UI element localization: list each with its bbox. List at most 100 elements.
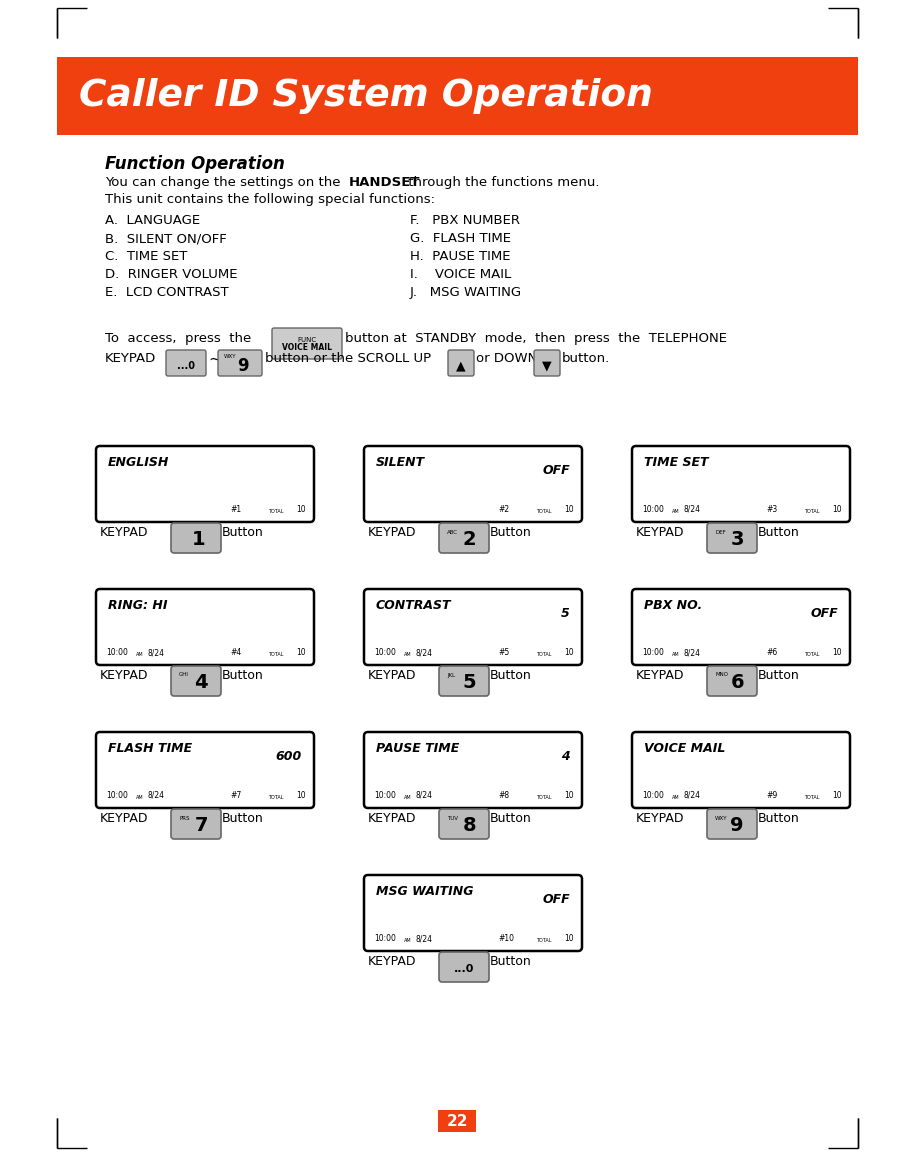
Text: FUNC: FUNC (297, 338, 317, 343)
Text: #4: #4 (231, 649, 242, 657)
Text: Button: Button (490, 955, 532, 968)
Text: 6: 6 (730, 674, 744, 692)
Text: AM: AM (404, 652, 412, 657)
Text: 22: 22 (447, 1113, 468, 1128)
Text: Button: Button (758, 526, 800, 539)
Text: 10: 10 (296, 791, 306, 800)
Text: 8/24: 8/24 (148, 791, 165, 800)
Text: GHI: GHI (179, 673, 189, 677)
Text: 5: 5 (561, 607, 570, 620)
Text: #6: #6 (766, 649, 778, 657)
FancyBboxPatch shape (272, 328, 342, 360)
Text: You can change the settings on the: You can change the settings on the (105, 176, 345, 188)
Text: ...0: ...0 (454, 964, 474, 973)
Text: 10: 10 (296, 649, 306, 657)
Text: HANDSET: HANDSET (349, 176, 421, 188)
Text: AM: AM (404, 795, 412, 800)
Text: #5: #5 (498, 649, 510, 657)
Text: TOTAL: TOTAL (536, 938, 552, 943)
Text: TOTAL: TOTAL (268, 795, 284, 800)
Text: Button: Button (222, 526, 264, 539)
Text: 8/24: 8/24 (684, 649, 701, 657)
Text: 10:00: 10:00 (374, 649, 396, 657)
FancyBboxPatch shape (364, 590, 582, 665)
Text: MSG WAITING: MSG WAITING (376, 885, 473, 898)
Text: PAUSE TIME: PAUSE TIME (376, 742, 459, 755)
Text: #7: #7 (231, 791, 242, 800)
Text: AM: AM (672, 652, 680, 657)
FancyBboxPatch shape (439, 523, 489, 553)
FancyBboxPatch shape (364, 446, 582, 523)
FancyBboxPatch shape (632, 446, 850, 523)
Text: 10:00: 10:00 (642, 649, 664, 657)
FancyBboxPatch shape (707, 809, 757, 839)
Text: Button: Button (490, 812, 532, 825)
Text: 10: 10 (565, 505, 574, 514)
FancyBboxPatch shape (707, 666, 757, 696)
Text: 10:00: 10:00 (642, 505, 664, 514)
Text: 10:00: 10:00 (106, 649, 128, 657)
Text: Function Operation: Function Operation (105, 155, 285, 173)
Text: or DOWN: or DOWN (476, 351, 537, 365)
Text: PBX NO.: PBX NO. (644, 599, 702, 612)
Text: 10: 10 (833, 649, 842, 657)
Text: KEYPAD: KEYPAD (100, 669, 148, 682)
Text: 10: 10 (833, 791, 842, 800)
Text: This unit contains the following special functions:: This unit contains the following special… (105, 193, 435, 206)
FancyBboxPatch shape (364, 732, 582, 808)
FancyBboxPatch shape (439, 809, 489, 839)
Text: ENGLISH: ENGLISH (108, 455, 169, 469)
Text: Button: Button (490, 669, 532, 682)
Text: #1: #1 (231, 505, 242, 514)
Text: KEYPAD: KEYPAD (636, 812, 684, 825)
Text: MNO: MNO (715, 673, 728, 677)
Text: #8: #8 (498, 791, 510, 800)
Text: TOTAL: TOTAL (804, 795, 820, 800)
Text: 10: 10 (296, 505, 306, 514)
Text: D.  RINGER VOLUME: D. RINGER VOLUME (105, 268, 238, 281)
Text: F.   PBX NUMBER: F. PBX NUMBER (410, 214, 520, 227)
Text: 600: 600 (275, 750, 302, 763)
Text: SILENT: SILENT (376, 455, 425, 469)
Text: TIME SET: TIME SET (644, 455, 708, 469)
Text: #10: #10 (498, 934, 514, 943)
Text: VOICE MAIL: VOICE MAIL (282, 343, 332, 353)
Text: AM: AM (404, 938, 412, 943)
Text: J.   MSG WAITING: J. MSG WAITING (410, 286, 522, 299)
FancyBboxPatch shape (448, 350, 474, 376)
FancyBboxPatch shape (171, 666, 221, 696)
Text: B.  SILENT ON/OFF: B. SILENT ON/OFF (105, 232, 227, 245)
Text: 5: 5 (462, 674, 476, 692)
FancyBboxPatch shape (166, 350, 206, 376)
Text: TOTAL: TOTAL (268, 652, 284, 657)
Text: ...0: ...0 (177, 361, 195, 371)
Text: 10: 10 (565, 791, 574, 800)
Text: ▲: ▲ (457, 360, 466, 372)
Text: 10: 10 (833, 505, 842, 514)
Text: G.  FLASH TIME: G. FLASH TIME (410, 232, 511, 245)
Text: AM: AM (136, 795, 144, 800)
Text: through the functions menu.: through the functions menu. (404, 176, 599, 188)
Text: Caller ID System Operation: Caller ID System Operation (79, 77, 653, 114)
Text: To  access,  press  the: To access, press the (105, 332, 252, 344)
Text: DEF: DEF (715, 529, 726, 534)
Text: C.  TIME SET: C. TIME SET (105, 250, 188, 264)
FancyBboxPatch shape (218, 350, 262, 376)
Text: KEYPAD: KEYPAD (368, 812, 416, 825)
FancyBboxPatch shape (364, 875, 582, 951)
FancyBboxPatch shape (707, 523, 757, 553)
Text: VOICE MAIL: VOICE MAIL (644, 742, 726, 755)
FancyBboxPatch shape (171, 809, 221, 839)
Text: KEYPAD: KEYPAD (100, 526, 148, 539)
Text: #3: #3 (766, 505, 778, 514)
Text: TOTAL: TOTAL (536, 795, 552, 800)
Text: KEYPAD: KEYPAD (368, 526, 416, 539)
Text: 4: 4 (194, 674, 208, 692)
Text: I.    VOICE MAIL: I. VOICE MAIL (410, 268, 511, 281)
Text: Button: Button (490, 526, 532, 539)
Text: PRS: PRS (179, 815, 189, 821)
Text: 8/24: 8/24 (416, 791, 433, 800)
Text: 2: 2 (462, 531, 476, 549)
Text: 9: 9 (237, 357, 249, 375)
Text: button or the SCROLL UP: button or the SCROLL UP (265, 351, 431, 365)
